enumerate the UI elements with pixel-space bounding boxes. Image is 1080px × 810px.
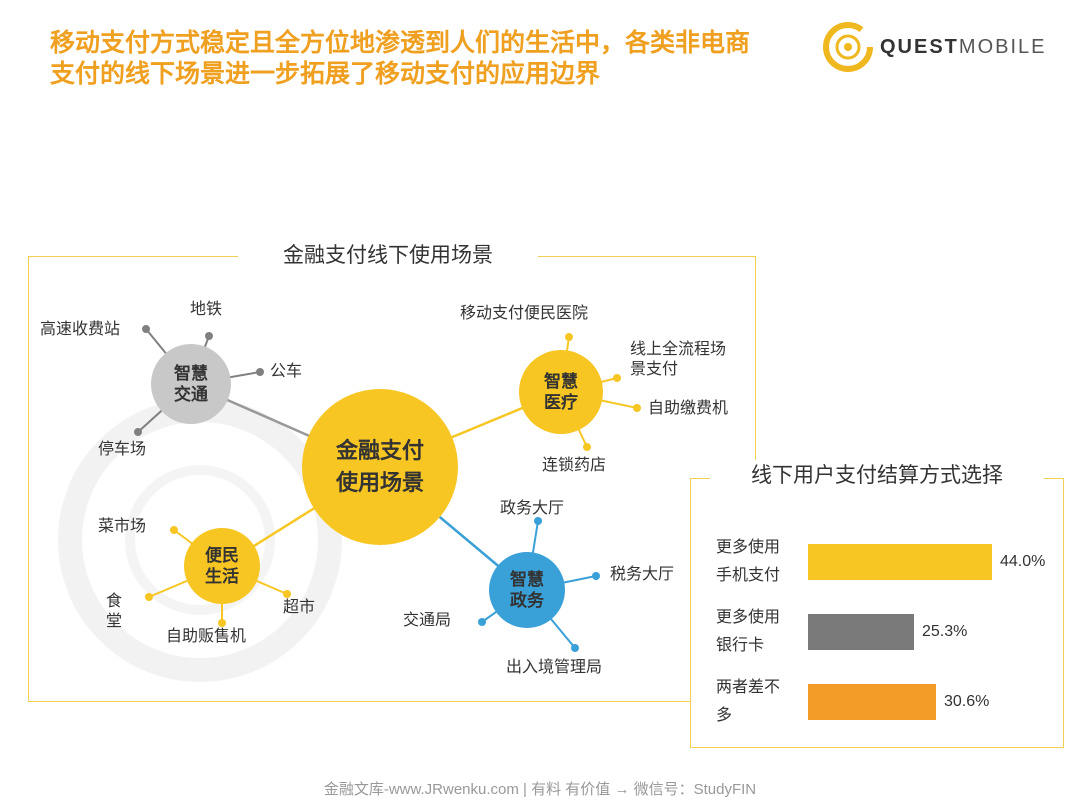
bar [808,684,936,720]
bar-value-label: 25.3% [922,623,968,640]
leaf-label: 政务大厅 [500,500,565,517]
bar [808,544,992,580]
category-node [151,344,231,424]
leaf-dot [583,443,591,451]
headline: 移动支付方式稳定且全方位地渗透到人们的生活中，各类非电商 支付的线下场景进一步拓… [50,28,830,90]
category-node [519,350,603,434]
leaf-label: 高速收费站 [40,321,121,338]
leaf-dot [170,526,178,534]
leaf-label: 线上全流程场 景支付 [630,341,727,378]
category-node-label: 便民 生活 [205,546,239,586]
leaf-dot [633,404,641,412]
bar-value-label: 30.6% [944,693,990,710]
bar-category-label: 更多使用 手机支付 [716,539,781,584]
leaf-label: 食 堂 [106,593,123,630]
bar-category-label: 两者差不 多 [716,679,781,724]
leaf-dot [134,428,142,436]
leaf-label: 超市 [283,599,316,616]
logo-text-bold: QUEST [880,36,959,58]
quest-ring-icon [823,22,873,72]
leaf-dot [145,593,153,601]
bar [808,614,914,650]
center-node [302,389,458,545]
leaf-dot [218,619,226,627]
leaf-dot [534,517,542,525]
leaf-label: 交通局 [403,612,452,629]
leaf-dot [142,325,150,333]
leaf-label: 移动支付便民医院 [460,305,589,322]
leaf-label: 停车场 [98,441,147,458]
bar-category-label: 更多使用 银行卡 [716,609,781,654]
center-node-label: 金融支付 使用场景 [335,438,424,495]
leaf-label: 连锁药店 [542,457,607,474]
leaf-label: 自助缴费机 [648,400,729,417]
leaf-label: 公车 [270,363,303,380]
chart-title: 线下用户支付结算方式选择 [710,460,1044,492]
leaf-dot [256,368,264,376]
leaf-dot [283,590,291,598]
bar-value-label: 44.0% [1000,553,1046,570]
leaf-dot [565,333,573,341]
headline-line-2: 支付的线下场景进一步拓展了移动支付的应用边界 [50,60,601,88]
footer-credit: 金融文库-www.JRwenku.com | 有料 有价值 → 微信号：Stud… [323,781,757,798]
leaf-label: 菜市场 [98,518,147,535]
leaf-label: 出入境管理局 [506,659,603,676]
headline-line-1: 移动支付方式稳定且全方位地渗透到人们的生活中，各类非电商 [50,29,751,57]
leaf-dot [613,374,621,382]
category-node-label: 智慧 医疗 [544,372,578,412]
leaf-dot [592,572,600,580]
leaf-dot [478,618,486,626]
leaf-label: 自助贩售机 [166,628,247,645]
category-node [184,528,260,604]
leaf-dot [571,644,579,652]
category-node-label: 智慧 政务 [510,570,544,610]
leaf-label: 税务大厅 [610,566,675,583]
category-node [489,552,565,628]
category-node-label: 智慧 交通 [174,364,208,404]
mindmap-title: 金融支付线下使用场景 [238,240,538,272]
quest-mobile-logo: QUESTMOBILE [818,17,1048,77]
leaf-label: 地铁 [190,301,223,318]
logo-text-light: MOBILE [958,36,1047,58]
leaf-dot [205,332,213,340]
